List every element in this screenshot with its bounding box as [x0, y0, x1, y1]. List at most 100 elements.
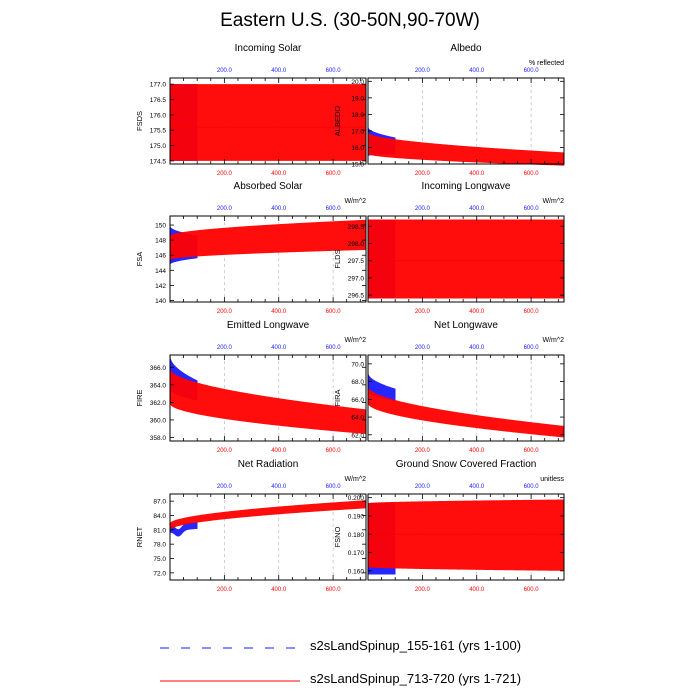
panel-title: Absorbed Solar	[234, 181, 304, 192]
y-tick-label: 15.0	[351, 162, 364, 169]
top-tick-label: 600.0	[524, 206, 540, 212]
legend-item-713-720: s2sLandSpinup_713-720 (yrs 1-721)	[160, 671, 521, 691]
y-tick-label: 81.0	[153, 527, 166, 534]
series-line	[367, 499, 565, 571]
chart-panel-rnet: Net Radiation W/m^2 72.0 75.0 78.0 81.0 84.0 87…	[135, 459, 367, 593]
panel-title: Emitted Longwave	[227, 320, 310, 331]
bottom-tick-label: 400.0	[271, 171, 287, 177]
legend-label: s2sLandSpinup_155-161 (yrs 1-100)	[310, 638, 522, 653]
y-tick-label: 150	[155, 223, 166, 230]
panel-title: Net Radiation	[238, 459, 299, 470]
top-tick-label: 600.0	[326, 345, 342, 351]
chart-panel-fira: Net Longwave W/m^2 62.0 64.0 66.0 68.0 70.0 FIR…	[333, 320, 565, 454]
bottom-tick-label: 600.0	[524, 587, 540, 593]
top-tick-label: 200.0	[415, 206, 431, 212]
bottom-tick-label: 600.0	[524, 309, 540, 315]
units-label: W/m^2	[344, 337, 366, 344]
top-tick-label: 400.0	[469, 206, 485, 212]
y-tick-label: 366.0	[150, 365, 167, 372]
y-tick-label: 175.0	[150, 143, 167, 150]
bottom-tick-label: 400.0	[271, 587, 287, 593]
y-tick-label: 87.0	[153, 499, 166, 506]
bottom-tick-label: 200.0	[217, 587, 233, 593]
units-label: W/m^2	[344, 198, 366, 205]
units-label: W/m^2	[542, 198, 564, 205]
top-tick-label: 200.0	[217, 206, 233, 212]
top-tick-label: 600.0	[524, 68, 540, 74]
y-tick-label: 0.160	[348, 568, 365, 575]
series-713-720	[367, 386, 565, 438]
series-713-720	[367, 219, 565, 299]
bottom-tick-label: 200.0	[217, 448, 233, 454]
y-tick-label: 0.200	[348, 495, 365, 502]
bottom-tick-label: 200.0	[415, 448, 431, 454]
plot-frame	[169, 215, 367, 303]
top-tick-label: 400.0	[271, 206, 287, 212]
chart-panel-fsds: Incoming Solar 174.5 175.0 175.5 176.0 176.5 1…	[135, 43, 367, 177]
y-tick-label: 16.0	[351, 145, 364, 152]
y-tick-label: 176.5	[150, 97, 167, 104]
plot-frame	[169, 493, 367, 581]
series-713-720	[367, 132, 565, 166]
top-tick-label: 200.0	[217, 345, 233, 351]
top-tick-label: 600.0	[326, 68, 342, 74]
bottom-tick-label: 600.0	[326, 448, 342, 454]
bottom-tick-label: 200.0	[415, 171, 431, 177]
y-axis-label: FSA	[135, 252, 144, 267]
legend-item-155-161: s2sLandSpinup_155-161 (yrs 1-100)	[160, 638, 521, 658]
panel-title: Albedo	[450, 43, 482, 54]
chart-panel-flds: Incoming Longwave W/m^2 296.5 297.0 297.5 298…	[333, 181, 565, 315]
top-tick-label: 200.0	[415, 345, 431, 351]
series-713-720	[367, 499, 565, 571]
y-tick-label: 364.0	[150, 382, 167, 389]
legend-line-dashed	[160, 647, 300, 649]
legend-line-solid	[160, 680, 300, 682]
units-label: W/m^2	[344, 476, 366, 483]
figure-title: Eastern U.S. (30-50N,90-70W)	[220, 10, 480, 31]
bottom-tick-label: 200.0	[217, 171, 233, 177]
plot-frame	[169, 77, 367, 165]
plot-frame	[367, 77, 565, 165]
chart-panel-fsa: Absorbed Solar W/m^2 140 142 144 146 148 150 FSA…	[135, 181, 367, 315]
y-tick-label: 84.0	[153, 513, 166, 520]
bottom-tick-label: 600.0	[326, 587, 342, 593]
y-tick-label: 140	[155, 298, 166, 305]
series-713-720	[169, 500, 367, 530]
bottom-tick-label: 400.0	[469, 309, 485, 315]
panel-title: Ground Snow Covered Fraction	[396, 459, 537, 470]
bottom-tick-label: 600.0	[524, 171, 540, 177]
plot-frame	[367, 215, 565, 303]
y-tick-label: 66.0	[351, 397, 364, 404]
top-tick-label: 200.0	[217, 68, 233, 74]
y-axis-label: FIRE	[135, 389, 144, 406]
bottom-tick-label: 600.0	[524, 448, 540, 454]
chart-panel-albedo: Albedo % reflected 15.0 16.0 17.0 18.0 19.0 20.…	[333, 43, 565, 177]
bottom-tick-label: 400.0	[469, 587, 485, 593]
y-tick-label: 0.190	[348, 513, 365, 520]
bottom-tick-label: 400.0	[469, 448, 485, 454]
top-tick-label: 200.0	[217, 484, 233, 490]
y-tick-label: 17.0	[351, 128, 364, 135]
y-tick-label: 18.0	[351, 112, 364, 119]
y-axis-label: RNET	[135, 526, 144, 547]
y-tick-label: 19.0	[351, 95, 364, 102]
y-tick-label: 0.180	[348, 532, 365, 539]
units-label: unitless	[540, 476, 564, 483]
top-tick-label: 400.0	[469, 68, 485, 74]
y-axis-label: FLDS	[333, 249, 342, 268]
y-tick-label: 298.0	[348, 241, 365, 248]
y-tick-label: 175.5	[150, 128, 167, 135]
legend-label: s2sLandSpinup_713-720 (yrs 1-721)	[310, 671, 522, 686]
series-line	[367, 386, 565, 438]
bottom-tick-label: 200.0	[217, 309, 233, 315]
y-tick-label: 297.0	[348, 275, 365, 282]
y-tick-label: 297.5	[348, 258, 365, 265]
y-tick-label: 362.0	[150, 400, 167, 407]
bottom-tick-label: 400.0	[271, 448, 287, 454]
y-tick-label: 177.0	[150, 82, 167, 89]
plot-frame	[367, 493, 565, 581]
series-line	[367, 219, 565, 299]
top-tick-label: 400.0	[271, 484, 287, 490]
